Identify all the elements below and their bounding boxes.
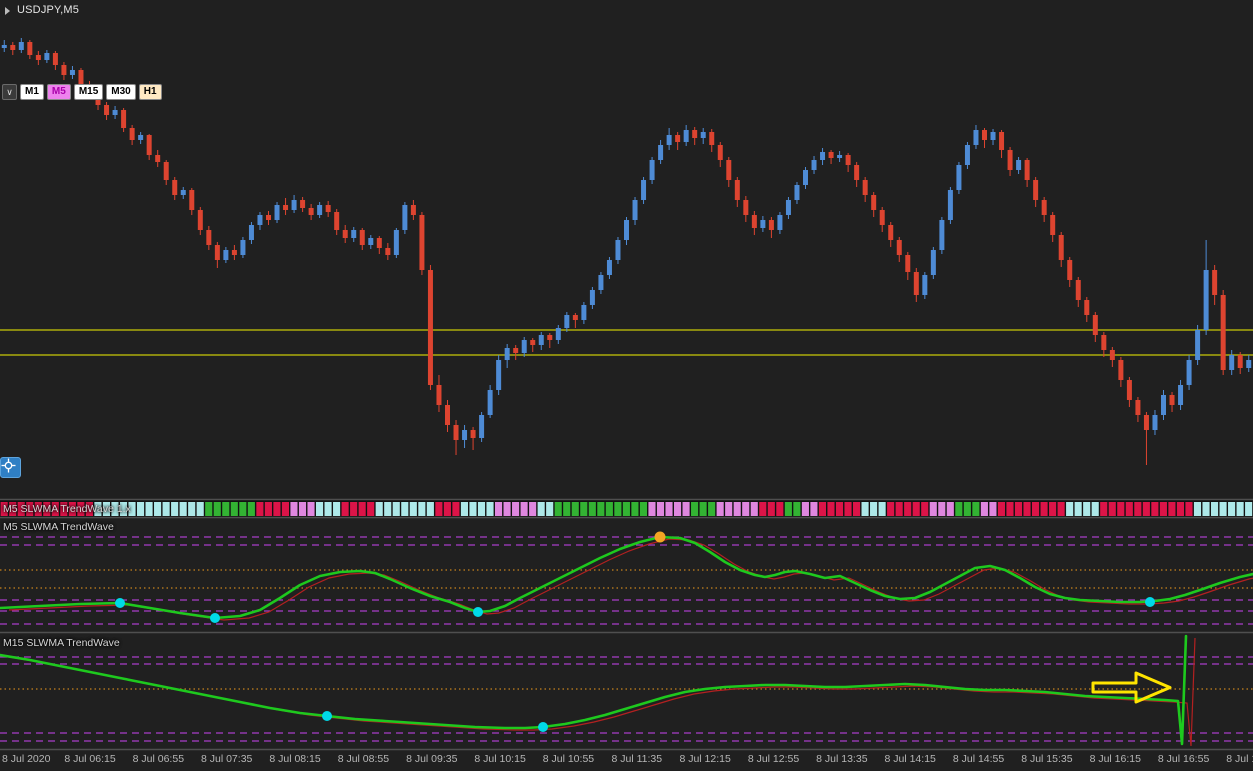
m5-indicator-label: M5 SLWMA TrendWave xyxy=(3,521,114,533)
timeframe-button-m30[interactable]: M30 xyxy=(106,84,136,100)
time-axis-label: 8 Jul 15:35 xyxy=(1021,753,1073,765)
strip-indicator-label: M5 SLWMA TrendWave 1.x xyxy=(3,503,131,515)
time-axis-label: 8 Jul 17:35 xyxy=(1226,753,1253,765)
m15-indicator-label: M15 SLWMA TrendWave xyxy=(3,637,120,649)
timeframe-dropdown[interactable]: ∨ xyxy=(2,84,17,100)
time-axis-label: 8 Jul 14:55 xyxy=(952,753,1005,765)
time-axis-label: 8 Jul 13:35 xyxy=(816,753,868,765)
time-axis[interactable]: 8 Jul 2020 8 Jul 06:15 8 Jul 06:55 8 Jul 07… xyxy=(0,753,1253,771)
time-axis-label: 8 Jul 08:55 xyxy=(337,753,390,765)
time-axis-label: 8 Jul 12:55 xyxy=(747,753,800,765)
timeframe-button-m15[interactable]: M15 xyxy=(73,84,104,100)
time-axis-label: 8 Jul 10:15 xyxy=(474,753,526,765)
time-axis-label: 8 Jul 16:15 xyxy=(1089,753,1141,765)
time-axis-label: 8 Jul 11:35 xyxy=(611,753,663,765)
time-axis-label: 8 Jul 2020 xyxy=(2,753,51,765)
time-axis-label: 8 Jul 12:15 xyxy=(679,753,731,765)
time-axis-label: 8 Jul 07:35 xyxy=(201,753,253,765)
symbol-label: USDJPY,M5 xyxy=(17,4,80,16)
crosshair-icon xyxy=(1,458,16,473)
time-axis-label: 8 Jul 06:15 xyxy=(64,753,116,765)
symbol-marker-icon xyxy=(5,7,10,15)
time-axis-label: 8 Jul 14:15 xyxy=(884,753,936,765)
crosshair-tool-button[interactable] xyxy=(0,457,21,478)
time-axis-label: 8 Jul 09:35 xyxy=(406,753,458,765)
timeframe-button-h1[interactable]: H1 xyxy=(138,84,162,100)
timeframe-button-m1[interactable]: M1 xyxy=(20,84,44,100)
timeframe-button-m5[interactable]: M5 xyxy=(46,84,71,100)
time-axis-label: 8 Jul 16:55 xyxy=(1157,753,1210,765)
time-axis-label: 8 Jul 06:55 xyxy=(132,753,185,765)
time-axis-label: 8 Jul 08:15 xyxy=(269,753,321,765)
timeframe-toolbar: ∨ M1 M5 M15 M30 H1 xyxy=(2,84,162,100)
time-axis-label: 8 Jul 10:55 xyxy=(542,753,595,765)
